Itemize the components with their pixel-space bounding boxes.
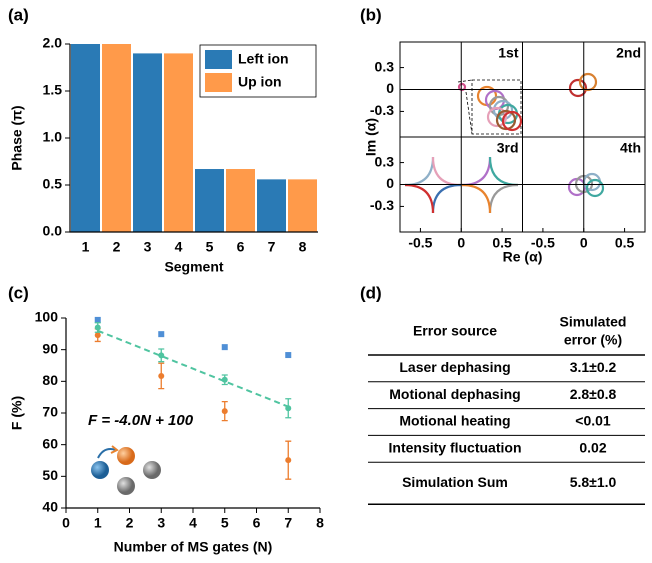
y-tick-label: 0 bbox=[386, 175, 394, 191]
y-tick-label: 1.0 bbox=[43, 129, 63, 145]
bar bbox=[226, 169, 255, 232]
x-tick-label: 3 bbox=[144, 239, 152, 255]
table-cell: 0.02 bbox=[579, 440, 606, 456]
quadrant-label: 3rd bbox=[497, 140, 519, 156]
x-tick-label: 1 bbox=[94, 515, 102, 531]
marker bbox=[158, 352, 165, 359]
y-tick-label: 50 bbox=[42, 467, 58, 483]
marker bbox=[94, 332, 101, 339]
x-tick-label: 0 bbox=[457, 235, 465, 251]
panel-label: (d) bbox=[360, 283, 382, 302]
table-header: Error source bbox=[413, 323, 497, 339]
y-tick-label: 0.5 bbox=[43, 176, 63, 192]
x-tick-label: 5 bbox=[221, 515, 229, 531]
y-axis-label: Im (α) bbox=[363, 118, 379, 156]
y-tick-label: 40 bbox=[42, 499, 58, 515]
x-tick-label: 8 bbox=[316, 515, 324, 531]
marker bbox=[285, 457, 292, 464]
marker bbox=[285, 405, 292, 412]
y-tick-label: 90 bbox=[42, 340, 58, 356]
marker bbox=[158, 372, 165, 379]
fit-annotation: F = -4.0N + 100 bbox=[88, 412, 194, 429]
x-tick-label: 6 bbox=[253, 515, 261, 531]
legend-swatch bbox=[205, 50, 232, 69]
y-axis-label: Phase (π) bbox=[9, 105, 25, 170]
y-tick-label: 0.0 bbox=[43, 223, 63, 239]
legend-label: Up ion bbox=[238, 74, 282, 90]
y-tick-label: 60 bbox=[42, 435, 58, 451]
x-tick-label: 6 bbox=[237, 239, 245, 255]
table-cell: Intensity fluctuation bbox=[389, 440, 522, 456]
x-tick-label: 2 bbox=[113, 239, 121, 255]
x-tick-label: 4 bbox=[175, 239, 183, 255]
x-tick-label: -0.5 bbox=[531, 235, 555, 251]
panel-label: (b) bbox=[360, 5, 382, 24]
bar bbox=[257, 179, 286, 232]
marker bbox=[221, 344, 228, 351]
bar bbox=[133, 53, 162, 233]
y-tick-label: 70 bbox=[42, 404, 58, 420]
y-axis-label: F (%) bbox=[9, 396, 25, 430]
bar bbox=[288, 179, 317, 232]
x-tick-label: 2 bbox=[126, 515, 134, 531]
x-tick-label: 1 bbox=[82, 239, 90, 255]
table-cell: Motional heating bbox=[399, 413, 510, 429]
x-axis-label: Re (α) bbox=[503, 249, 543, 265]
marker bbox=[285, 352, 292, 359]
y-tick-label: -0.3 bbox=[370, 102, 394, 118]
y-tick-label: 1.5 bbox=[43, 82, 63, 98]
y-tick-label: 0 bbox=[386, 80, 394, 96]
table-cell: Simulation Sum bbox=[402, 474, 508, 490]
x-tick-label: 5 bbox=[206, 239, 214, 255]
panel-label: (c) bbox=[8, 283, 29, 302]
marker bbox=[158, 331, 165, 338]
y-tick-label: 100 bbox=[35, 309, 59, 325]
x-tick-label: 7 bbox=[284, 515, 292, 531]
x-tick-label: 0 bbox=[580, 235, 588, 251]
x-tick-label: 3 bbox=[157, 515, 165, 531]
legend-label: Left ion bbox=[238, 51, 289, 67]
y-tick-label: 0.3 bbox=[375, 153, 395, 169]
legend-swatch bbox=[205, 73, 232, 92]
fit-line bbox=[97, 329, 289, 408]
x-tick-label: 0 bbox=[62, 515, 70, 531]
marker bbox=[221, 408, 228, 415]
table-cell: 5.8±1.0 bbox=[570, 474, 617, 490]
bar bbox=[164, 53, 193, 233]
x-tick-label: 4 bbox=[189, 515, 197, 531]
quadrant-label: 1st bbox=[498, 45, 519, 61]
table-header: Simulated bbox=[560, 314, 627, 330]
x-tick-label: 8 bbox=[299, 239, 307, 255]
x-tick-label: 0.5 bbox=[492, 235, 512, 251]
y-tick-label: -0.3 bbox=[370, 197, 394, 213]
table-cell: <0.01 bbox=[575, 413, 611, 429]
table-cell: 3.1±0.2 bbox=[570, 359, 617, 375]
table-header: error (%) bbox=[564, 332, 622, 348]
quadrant-label: 2nd bbox=[616, 45, 641, 61]
marker bbox=[94, 324, 101, 331]
y-tick-label: 0.3 bbox=[375, 58, 395, 74]
x-tick-label: -0.5 bbox=[408, 235, 432, 251]
table-cell: Laser dephasing bbox=[399, 359, 510, 375]
bar bbox=[195, 169, 224, 232]
ion-icons bbox=[91, 445, 161, 495]
x-axis-label: Number of MS gates (N) bbox=[114, 539, 273, 555]
x-tick-label: 7 bbox=[268, 239, 276, 255]
table-cell: Motional dephasing bbox=[389, 386, 520, 402]
y-tick-label: 2.0 bbox=[43, 35, 63, 51]
quadrant-label: 4th bbox=[620, 140, 641, 156]
x-tick-label: 0.5 bbox=[615, 235, 635, 251]
marker bbox=[94, 316, 101, 323]
bar bbox=[102, 44, 131, 232]
x-axis-label: Segment bbox=[164, 259, 223, 275]
marker bbox=[221, 376, 228, 383]
y-tick-label: 80 bbox=[42, 372, 58, 388]
panel-label: (a) bbox=[8, 5, 29, 24]
bar bbox=[71, 44, 100, 232]
table-cell: 2.8±0.8 bbox=[570, 386, 617, 402]
